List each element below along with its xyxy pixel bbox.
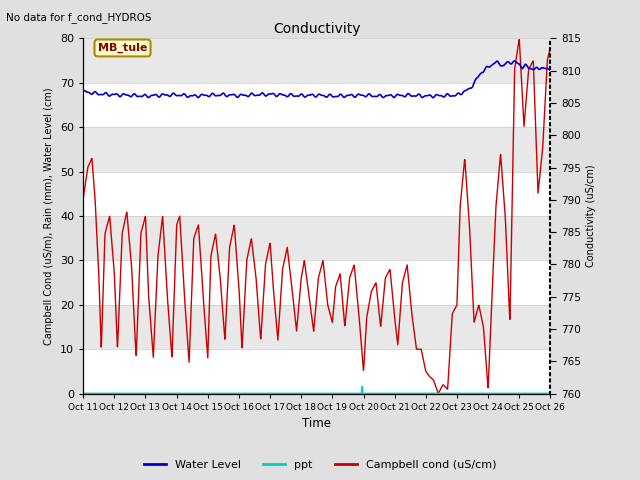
Bar: [83, 216, 550, 260]
Legend: Water Level, ppt, Campbell cond (uS/cm): Water Level, ppt, Campbell cond (uS/cm): [140, 456, 500, 474]
Bar: [83, 83, 550, 127]
Text: MB_tule: MB_tule: [98, 43, 147, 53]
Y-axis label: Conductivity (uS/cm): Conductivity (uS/cm): [586, 165, 596, 267]
X-axis label: Time: Time: [302, 417, 332, 430]
Bar: [83, 349, 550, 394]
Bar: [83, 305, 550, 349]
Bar: [83, 171, 550, 216]
Title: Conductivity: Conductivity: [273, 22, 360, 36]
Bar: [83, 260, 550, 305]
Y-axis label: Campbell Cond (uS/m), Rain (mm), Water Level (cm): Campbell Cond (uS/m), Rain (mm), Water L…: [45, 87, 54, 345]
Bar: [83, 127, 550, 171]
Bar: [83, 38, 550, 83]
Text: No data for f_cond_HYDROS: No data for f_cond_HYDROS: [6, 12, 152, 23]
